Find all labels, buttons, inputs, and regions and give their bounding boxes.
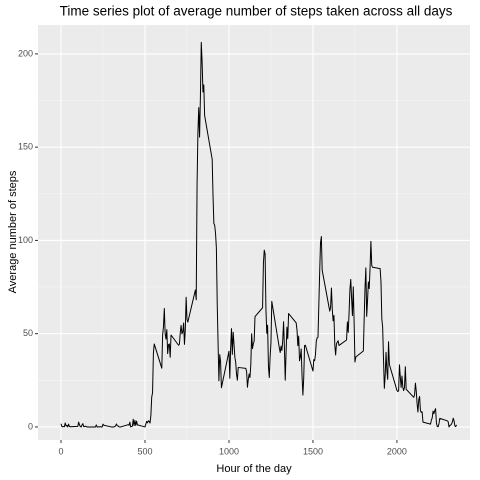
y-tick-label: 200 xyxy=(18,48,33,58)
x-tick-label: 1500 xyxy=(303,446,323,456)
y-tick-label: 150 xyxy=(18,142,33,152)
y-tick-label: 50 xyxy=(23,328,33,338)
y-axis-title: Average number of steps xyxy=(7,170,19,293)
y-tick-label: 100 xyxy=(18,235,33,245)
y-tick-label: 0 xyxy=(28,421,33,431)
chart-title: Time series plot of average number of st… xyxy=(60,4,453,19)
x-axis-title: Hour of the day xyxy=(216,463,292,475)
plot-panel xyxy=(38,25,470,440)
x-tick-label: 1000 xyxy=(219,446,239,456)
x-tick-label: 0 xyxy=(59,446,64,456)
x-tick-label: 500 xyxy=(137,446,152,456)
data-line xyxy=(60,41,458,428)
x-tick-label: 2000 xyxy=(387,446,407,456)
